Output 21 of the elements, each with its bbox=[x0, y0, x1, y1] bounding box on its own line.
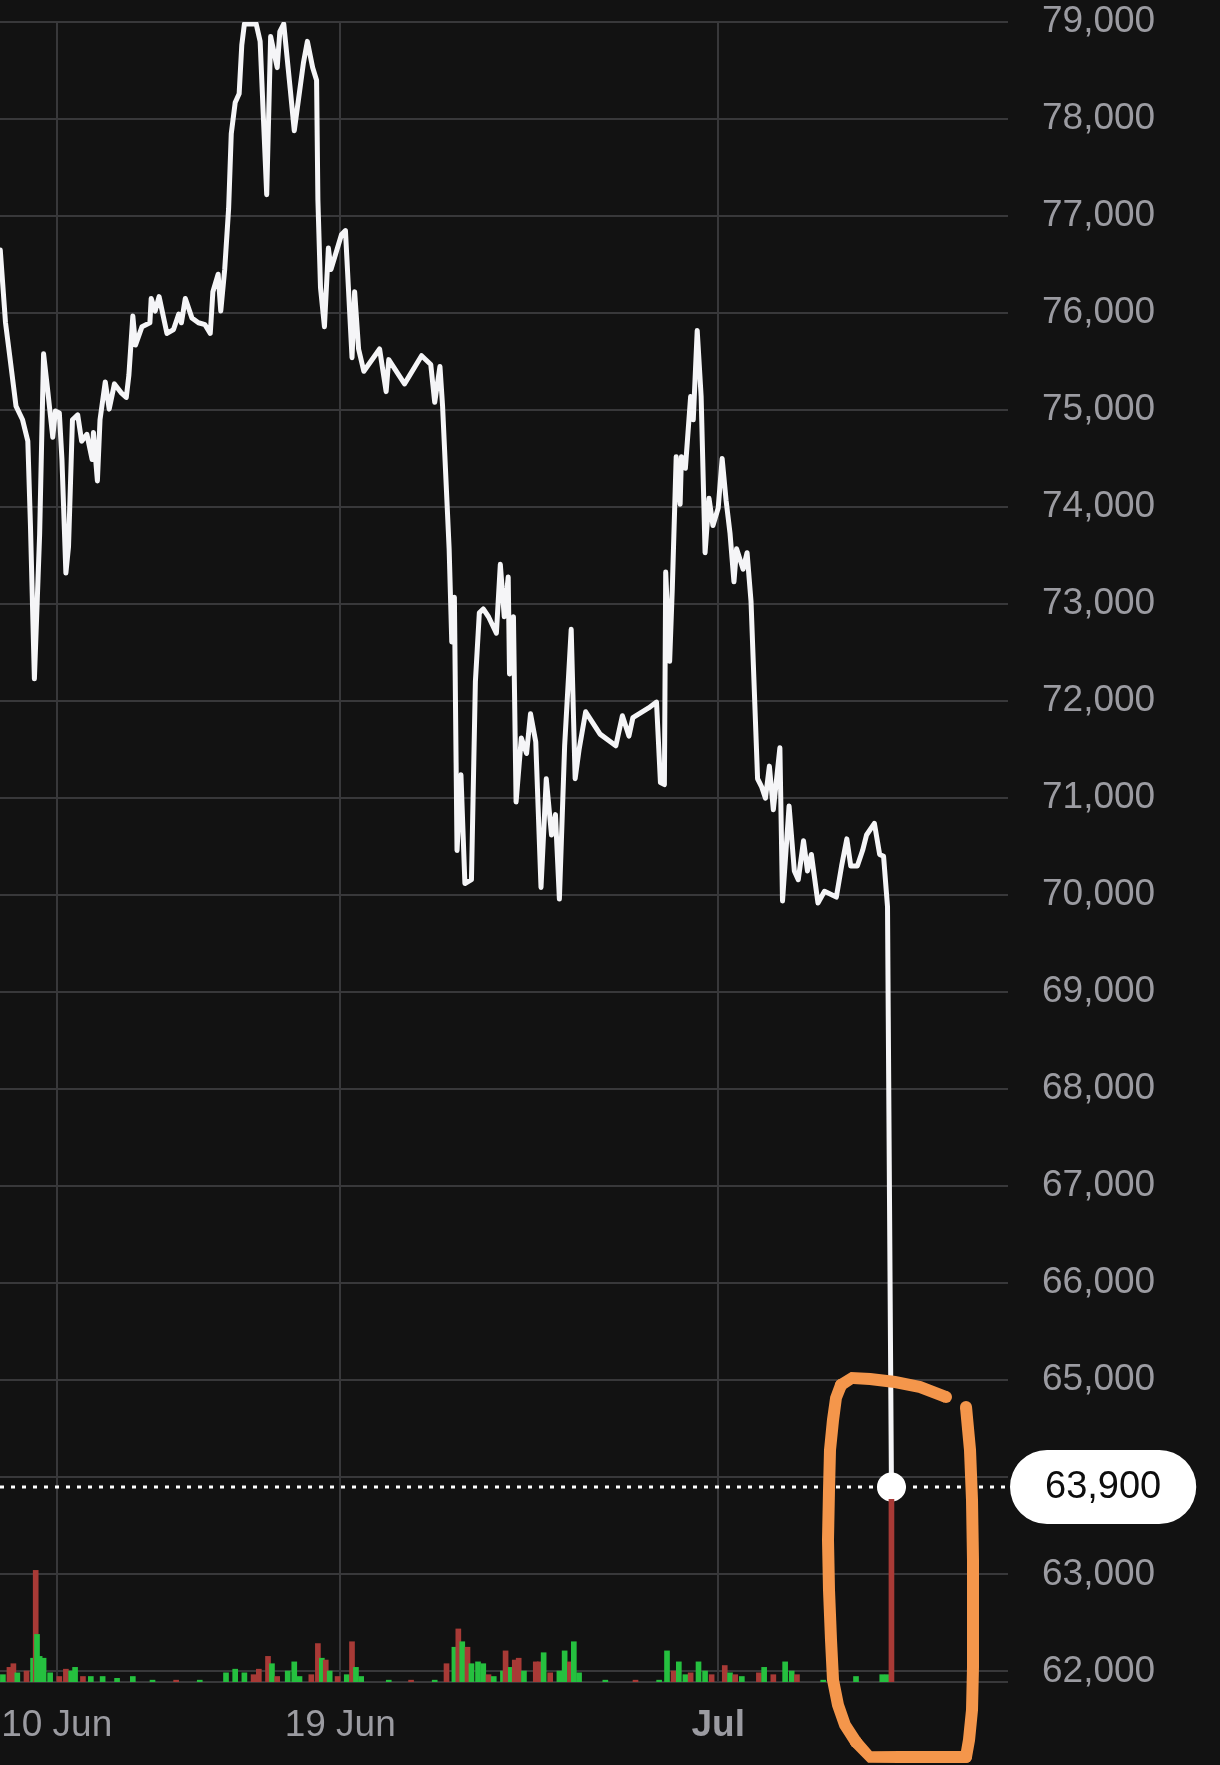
y-tick-label: 62,000 bbox=[1042, 1648, 1156, 1690]
x-tick-label: Jul bbox=[691, 1703, 745, 1745]
y-tick-label: 69,000 bbox=[1042, 969, 1156, 1011]
y-tick-label: 77,000 bbox=[1042, 193, 1156, 235]
y-tick-label: 73,000 bbox=[1042, 581, 1156, 623]
y-tick-label: 67,000 bbox=[1042, 1163, 1156, 1205]
y-tick-label: 75,000 bbox=[1042, 387, 1156, 429]
y-tick-label: 66,000 bbox=[1042, 1260, 1156, 1302]
y-tick-label: 78,000 bbox=[1042, 96, 1156, 138]
y-tick-label: 71,000 bbox=[1042, 775, 1156, 817]
y-tick-label: 65,000 bbox=[1042, 1357, 1156, 1399]
y-tick-label: 63,000 bbox=[1042, 1551, 1156, 1593]
y-tick-label: 70,000 bbox=[1042, 872, 1156, 914]
y-tick-label: 79,000 bbox=[1042, 0, 1156, 41]
x-tick-label: 19 Jun bbox=[284, 1703, 396, 1745]
y-tick-label: 72,000 bbox=[1042, 678, 1156, 720]
x-tick-label: 10 Jun bbox=[1, 1703, 113, 1745]
ref-line-label: 63,900 bbox=[1045, 1464, 1162, 1507]
y-tick-label: 76,000 bbox=[1042, 290, 1156, 332]
y-tick-label: 74,000 bbox=[1042, 484, 1156, 526]
y-tick-label: 68,000 bbox=[1042, 1066, 1156, 1108]
